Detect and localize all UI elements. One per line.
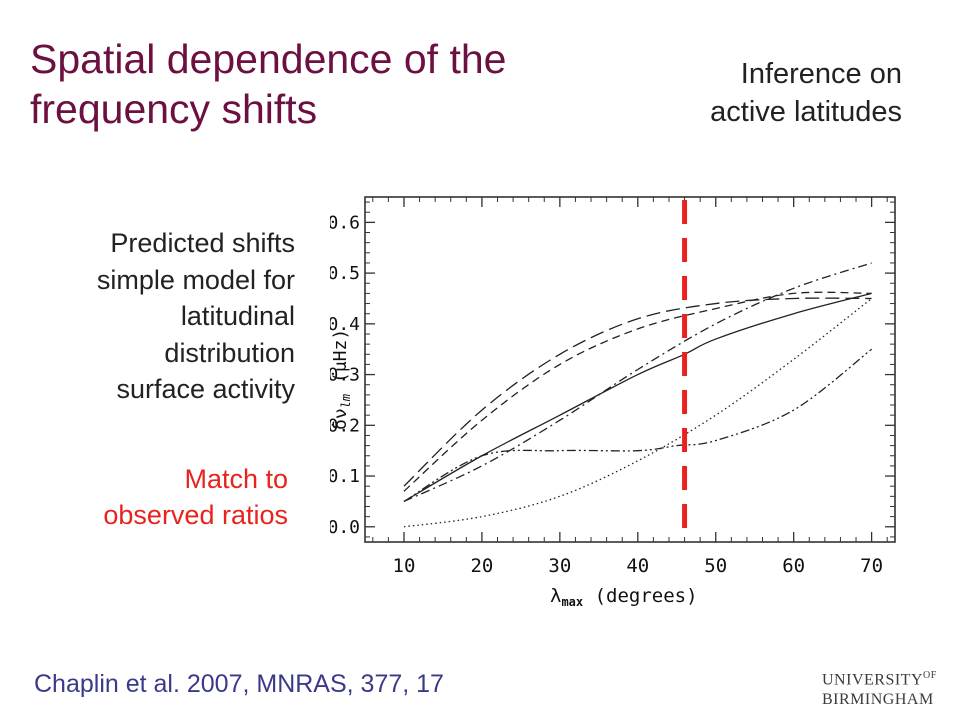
slide-title-line-2: frequency shifts xyxy=(30,86,318,132)
y-tick-label: 0.5 xyxy=(330,263,360,284)
logo-line-2: BIRMINGHAM xyxy=(822,691,934,709)
y-tick-label: 0.6 xyxy=(330,212,360,233)
description-text: Predicted shifts simple model for latitu… xyxy=(20,225,295,408)
y-tick-label: 0.2 xyxy=(330,415,360,436)
x-tick-label: 60 xyxy=(782,555,805,577)
description-line: simple model for xyxy=(96,264,295,295)
x-tick-label: 70 xyxy=(860,555,883,577)
y-tick-label: 0.4 xyxy=(330,314,360,335)
x-tick-label: 30 xyxy=(548,555,571,577)
highlight-line-2: observed ratios xyxy=(103,500,288,530)
description-line: Predicted shifts xyxy=(110,228,295,258)
slide-subtitle-line-2: active latitudes xyxy=(710,96,902,128)
highlight-line-1: Match to xyxy=(184,464,288,494)
x-tick-label: 10 xyxy=(393,555,416,577)
series-line-dash-dot-dot xyxy=(403,348,873,502)
slide-subtitle-line-1: Inference on xyxy=(740,58,902,90)
plot-frame xyxy=(364,196,896,543)
highlight-text: Match to observed ratios xyxy=(20,461,288,533)
series-line-dotted xyxy=(403,297,873,528)
x-tick-label: 50 xyxy=(704,555,727,577)
series-line-long-dash xyxy=(403,297,872,487)
series-line-short-dash xyxy=(403,291,872,492)
university-logo: UNIVERSITYOF BIRMINGHAM xyxy=(822,666,937,710)
citation: Chaplin et al. 2007, MNRAS, 377, 17 xyxy=(34,670,444,698)
frequency-shift-chart: 10 20 30 40 50 60 70 0.0 0.1 0.2 0.3 0.4 0.5 0.6 λmax… xyxy=(330,196,896,609)
y-axis-label: δνlm (μHz) xyxy=(330,329,353,430)
logo-line-1: UNIVERSITY xyxy=(822,671,923,689)
y-tick-label: 0.1 xyxy=(330,466,360,487)
slide-subtitle: Inference on active latitudes xyxy=(582,55,902,131)
logo-of: OF xyxy=(923,670,937,681)
x-axis-label: λmax (degrees) xyxy=(550,585,698,609)
slide-title: Spatial dependence of the frequency shif… xyxy=(30,34,630,134)
y-tick-label: 0.3 xyxy=(330,365,360,386)
description-line: distribution xyxy=(164,337,295,368)
x-tick-label: 20 xyxy=(470,555,493,577)
slide-title-line-1: Spatial dependence of the xyxy=(30,36,507,82)
x-tick-label: 40 xyxy=(626,555,649,577)
description-line: surface activity xyxy=(116,374,295,404)
series-line-dash-dot xyxy=(403,262,872,503)
description-line: latitudinal xyxy=(180,301,295,331)
y-tick-label: 0.0 xyxy=(330,517,360,538)
